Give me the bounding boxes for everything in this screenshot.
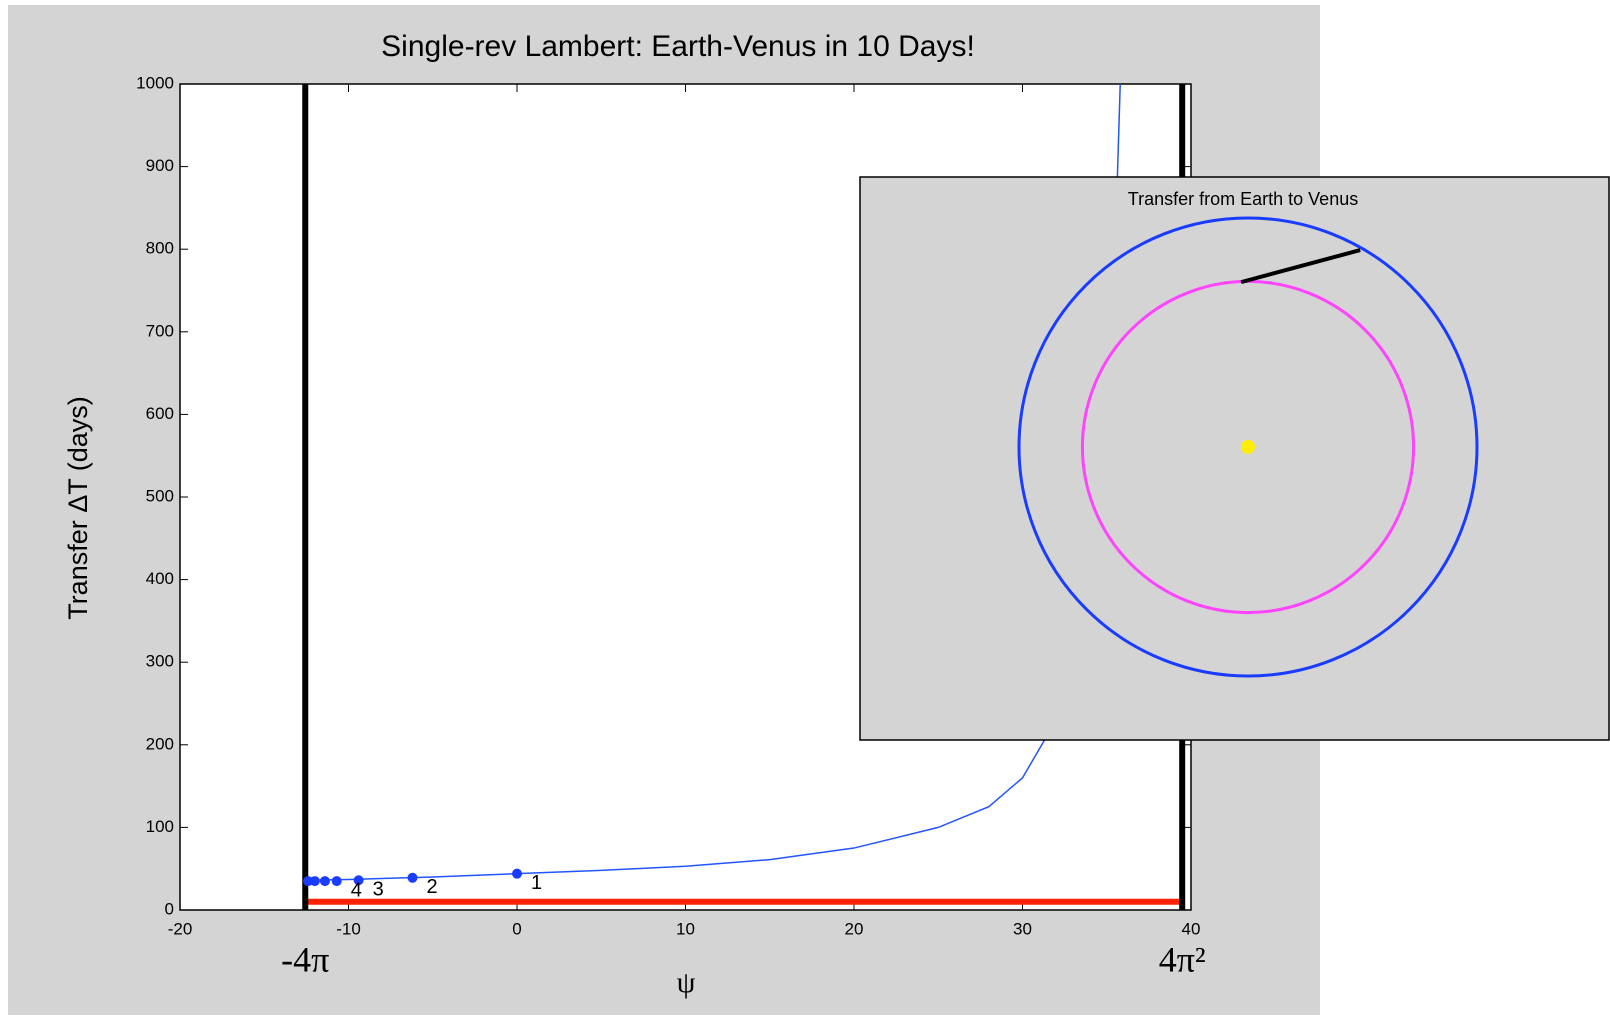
- x-axis-label: ψ: [677, 966, 696, 999]
- x-tick-label: 20: [845, 919, 864, 938]
- inset-title: Transfer from Earth to Venus: [1128, 189, 1358, 209]
- iterate-label: 2: [427, 876, 438, 898]
- y-tick-label: 900: [146, 156, 174, 175]
- iterate-point: [512, 868, 522, 879]
- x-tick-label: 40: [1182, 919, 1201, 938]
- bound-label: -4π: [281, 939, 329, 979]
- y-tick-label: 1000: [136, 73, 174, 92]
- iterate-label: 3: [373, 879, 384, 901]
- iterate-point: [331, 876, 342, 887]
- y-tick-label: 200: [146, 734, 174, 753]
- y-tick-label: 800: [146, 239, 174, 258]
- y-axis-label: Transfer ΔT (days): [63, 396, 93, 620]
- y-tick-label: 100: [146, 817, 174, 836]
- iterate-point: [319, 876, 330, 887]
- iterate-point: [407, 872, 418, 883]
- transfer-arc: [1240, 248, 1361, 285]
- x-tick-label: 0: [512, 919, 521, 938]
- chart-title: Single-rev Lambert: Earth-Venus in 10 Da…: [381, 30, 975, 63]
- iterate-point: [353, 875, 364, 886]
- bound-label: 4π²: [1159, 939, 1206, 979]
- y-tick-label: 300: [146, 652, 174, 671]
- x-tick-label: -20: [168, 919, 193, 938]
- y-tick-label: 600: [146, 404, 174, 423]
- y-tick-label: 500: [146, 486, 174, 505]
- orbit: [1017, 216, 1479, 678]
- y-tick-label: 700: [146, 321, 174, 340]
- iterate-label: 1: [531, 872, 542, 894]
- sun: [1241, 440, 1255, 454]
- iterate-label: 4: [351, 879, 362, 901]
- y-tick-label: 0: [165, 899, 174, 918]
- inset-panel: [859, 176, 1610, 741]
- x-tick-label: 10: [676, 919, 695, 938]
- x-tick-label: 30: [1013, 919, 1032, 938]
- y-tick-label: 400: [146, 569, 174, 588]
- iterate-point: [303, 876, 314, 887]
- x-tick-label: -10: [336, 919, 361, 938]
